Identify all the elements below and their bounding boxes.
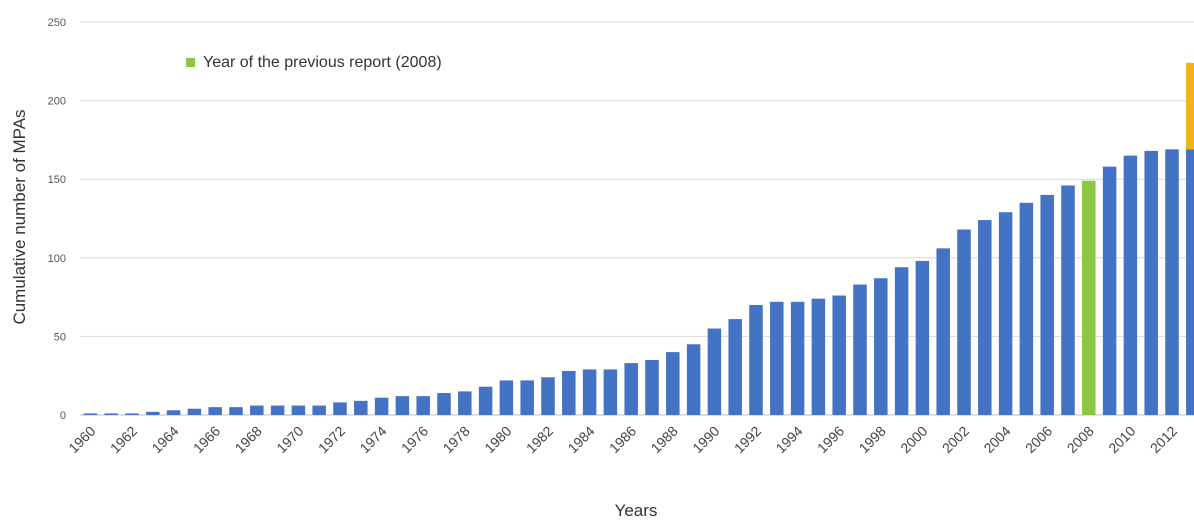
- bar-1961: [104, 413, 118, 415]
- bar-1981: [520, 380, 534, 415]
- bar-1988: [666, 352, 680, 415]
- bar-2013: [1186, 149, 1194, 415]
- bar-2009: [1102, 166, 1117, 415]
- bar-1998: [874, 278, 888, 415]
- bar-1969: [270, 405, 285, 415]
- legend-label: Year of the previous report (2008): [203, 54, 442, 71]
- x-axis-ticks: 1960 1962 1964 1966 1968 1970 1972 1974 1976 1978…: [65, 423, 1180, 456]
- x-tick-label-2000: 2000: [897, 423, 930, 456]
- x-tick-label-1980: 1980: [481, 423, 514, 456]
- x-tick-label-1974: 1974: [356, 423, 389, 456]
- bar-1999: [894, 267, 909, 415]
- x-tick-label-1996: 1996: [814, 423, 847, 456]
- bar-1967: [229, 407, 243, 415]
- x-tick-label-1988: 1988: [648, 423, 681, 456]
- x-tick-label-2010: 2010: [1105, 423, 1138, 456]
- x-tick-label-1968: 1968: [232, 423, 265, 456]
- bar-1983: [562, 370, 576, 415]
- bar-1975: [395, 396, 410, 415]
- x-tick-label-1994: 1994: [772, 423, 805, 456]
- bar-1995: [811, 298, 826, 415]
- x-tick-label-2012: 2012: [1147, 423, 1180, 456]
- y-tick-label-250: 250: [48, 17, 66, 29]
- legend-swatch-2008: [186, 58, 195, 67]
- x-tick-label-1998: 1998: [856, 423, 889, 456]
- bar-2011: [1144, 150, 1158, 416]
- bar-1971: [312, 405, 326, 415]
- bar-2003: [978, 220, 992, 415]
- bar-1985: [603, 369, 618, 415]
- x-tick-label-1972: 1972: [315, 423, 348, 456]
- bar-1991: [728, 319, 742, 415]
- bar-1962: [125, 413, 139, 415]
- bar-1994: [790, 301, 805, 415]
- bar-1992: [749, 304, 763, 415]
- y-tick-label-0: 0: [60, 410, 66, 422]
- x-tick-label-2008: 2008: [1064, 423, 1097, 456]
- y-axis-title: Cumulative number of MPAs: [10, 109, 29, 324]
- bar-2007: [1061, 185, 1075, 415]
- y-tick-label-100: 100: [48, 253, 66, 265]
- bar-1978: [458, 391, 472, 415]
- bar-2000: [915, 260, 930, 415]
- bar-1993: [770, 301, 784, 415]
- bar-1976: [416, 396, 430, 415]
- bar-1984: [582, 369, 597, 415]
- bar-2013-increment: [1186, 62, 1194, 150]
- x-tick-label-1970: 1970: [273, 423, 306, 456]
- x-tick-label-1990: 1990: [689, 423, 722, 456]
- x-tick-label-2002: 2002: [939, 423, 972, 456]
- x-tick-label-1962: 1962: [107, 423, 140, 456]
- bar-1980: [499, 380, 514, 415]
- bar-1977: [437, 392, 451, 415]
- bar-1986: [624, 363, 638, 415]
- bar-1970: [291, 405, 306, 415]
- y-tick-label-150: 150: [48, 174, 66, 186]
- bar-1974: [374, 397, 389, 415]
- bar-1960: [83, 413, 98, 415]
- bar-2006: [1040, 194, 1054, 415]
- bar-1982: [541, 377, 555, 415]
- bar-1979: [478, 386, 493, 415]
- x-tick-label-1992: 1992: [731, 423, 764, 456]
- bars: [83, 62, 1194, 416]
- bar-1997: [853, 284, 867, 415]
- bar-2001: [936, 248, 950, 415]
- bar-1965: [187, 408, 202, 415]
- bar-2002: [957, 229, 971, 415]
- bar-2008: [1082, 180, 1096, 415]
- y-tick-label-50: 50: [54, 331, 66, 343]
- x-tick-label-2006: 2006: [1022, 423, 1055, 456]
- bar-1996: [832, 295, 846, 415]
- x-tick-label-1982: 1982: [523, 423, 556, 456]
- bar-1968: [250, 405, 264, 415]
- x-tick-label-1976: 1976: [398, 423, 431, 456]
- bar-1972: [333, 402, 347, 415]
- bar-1989: [686, 344, 701, 415]
- bar-1973: [354, 400, 368, 415]
- x-tick-label-2004: 2004: [980, 423, 1013, 456]
- x-axis-title: Years: [615, 501, 658, 520]
- bar-1987: [645, 359, 659, 415]
- y-axis-ticks: 0 50 100 150 200 250: [48, 17, 66, 422]
- legend: Year of the previous report (2008): [186, 54, 442, 71]
- x-tick-label-1986: 1986: [606, 423, 639, 456]
- bar-2004: [998, 212, 1013, 415]
- x-tick-label-1978: 1978: [440, 423, 473, 456]
- x-tick-label-1964: 1964: [148, 423, 181, 456]
- x-tick-label-1966: 1966: [190, 423, 223, 456]
- bar-1990: [707, 328, 722, 415]
- bar-1964: [166, 410, 181, 415]
- x-tick-label-1960: 1960: [65, 423, 98, 456]
- bar-2010: [1123, 155, 1138, 415]
- x-tick-label-1984: 1984: [564, 423, 597, 456]
- bar-1966: [208, 407, 222, 415]
- bar-1963: [146, 411, 160, 415]
- bar-2005: [1019, 202, 1034, 415]
- y-tick-label-200: 200: [48, 96, 66, 108]
- bar-2012: [1165, 149, 1179, 415]
